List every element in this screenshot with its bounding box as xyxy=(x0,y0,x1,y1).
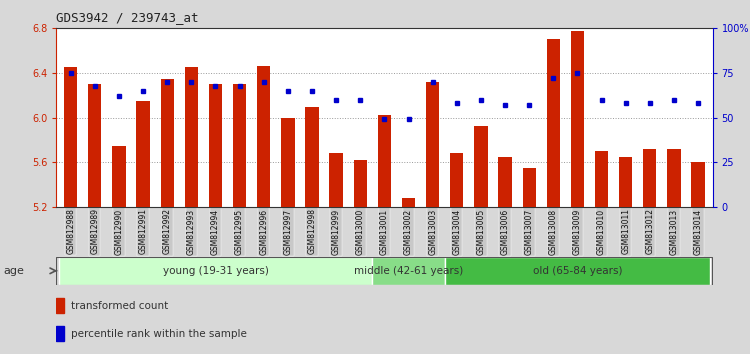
Bar xyxy=(56,298,64,313)
Bar xyxy=(523,168,536,207)
Bar xyxy=(281,118,295,207)
Text: middle (42-61 years): middle (42-61 years) xyxy=(354,266,464,276)
Bar xyxy=(571,30,584,207)
Bar xyxy=(372,257,445,285)
Bar xyxy=(450,154,464,207)
Bar xyxy=(257,66,271,207)
Bar xyxy=(353,160,367,207)
Text: GDS3942 / 239743_at: GDS3942 / 239743_at xyxy=(56,11,199,24)
Text: old (65-84 years): old (65-84 years) xyxy=(532,266,622,276)
Bar xyxy=(668,149,680,207)
Bar xyxy=(644,149,656,207)
Bar xyxy=(595,151,608,207)
Bar xyxy=(445,257,710,285)
Bar xyxy=(305,107,319,207)
Bar xyxy=(160,79,174,207)
Bar xyxy=(136,101,150,207)
Text: young (19-31 years): young (19-31 years) xyxy=(163,266,268,276)
Bar xyxy=(329,154,343,207)
Bar xyxy=(426,82,439,207)
Bar xyxy=(58,257,372,285)
Text: percentile rank within the sample: percentile rank within the sample xyxy=(71,329,247,339)
Bar xyxy=(64,67,77,207)
Bar xyxy=(692,162,705,207)
Bar xyxy=(184,67,198,207)
Bar xyxy=(209,84,222,207)
Bar xyxy=(56,326,64,341)
Bar xyxy=(474,126,488,207)
Text: transformed count: transformed count xyxy=(71,301,168,311)
Bar xyxy=(112,145,125,207)
Bar xyxy=(233,84,246,207)
Bar xyxy=(378,115,391,207)
Bar xyxy=(88,84,101,207)
Bar xyxy=(547,40,560,207)
Bar xyxy=(402,198,416,207)
Bar xyxy=(498,157,512,207)
Bar xyxy=(619,157,632,207)
Text: age: age xyxy=(4,266,25,276)
